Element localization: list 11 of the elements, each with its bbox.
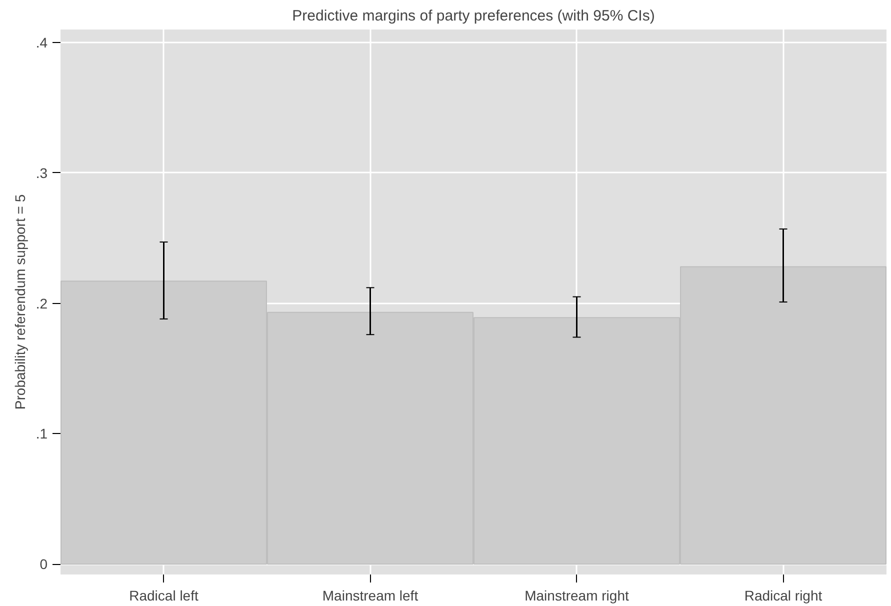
y-tick-label: .3 — [36, 164, 48, 181]
y-tick-label: .2 — [36, 295, 48, 312]
x-tick-label: Mainstream right — [524, 588, 629, 604]
x-tick-label: Radical left — [129, 588, 198, 604]
x-tick-label: Mainstream left — [322, 588, 418, 604]
y-tick-label: .1 — [36, 426, 48, 442]
y-axis-title: Probability referendum support = 5 — [12, 194, 28, 410]
y-tick-label: 0 — [40, 556, 48, 572]
x-tick-label: Radical right — [744, 588, 822, 604]
y-tick-label: .4 — [36, 34, 48, 51]
chart-title: Predictive margins of party preferences (with 95% CIs) — [292, 8, 655, 24]
